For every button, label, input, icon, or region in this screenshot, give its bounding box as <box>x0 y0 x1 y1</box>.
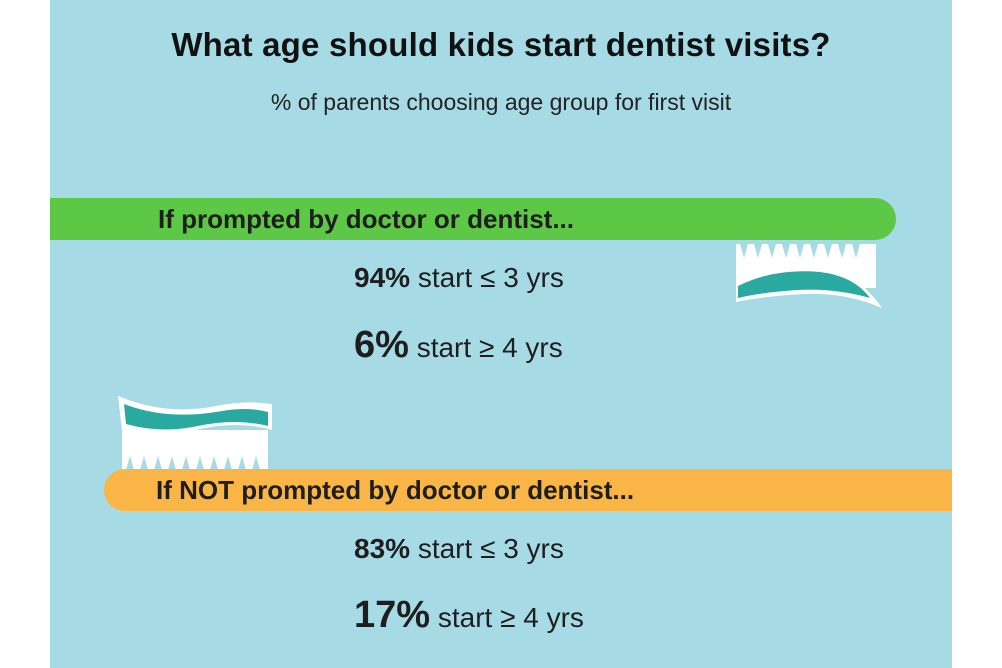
stat-row: 94% start ≤ 3 yrs <box>354 262 564 294</box>
stat-row: 17% start ≥ 4 yrs <box>354 594 584 637</box>
infographic-title: What age should kids start dentist visit… <box>171 26 831 63</box>
stat-percent: 94% <box>354 262 411 293</box>
stat-row: 83% start ≤ 3 yrs <box>354 533 564 565</box>
stat-text: start ≤ 3 yrs <box>417 533 564 564</box>
toothbrush-icon <box>736 244 882 308</box>
not-prompted-banner: If NOT prompted by doctor or dentist... <box>104 469 952 511</box>
not-prompted-banner-label: If NOT prompted by doctor or dentist... <box>156 475 635 505</box>
stat-percent: 6% <box>354 324 409 366</box>
stat-text: start ≥ 4 yrs <box>416 332 563 363</box>
infographic-subtitle: % of parents choosing age group for firs… <box>270 89 732 115</box>
prompted-banner: If prompted by doctor or dentist... <box>50 198 896 240</box>
stat-percent: 17% <box>354 594 431 636</box>
stat-text: start ≤ 3 yrs <box>417 262 564 293</box>
infographic-panel: What age should kids start dentist visit… <box>50 0 952 668</box>
stat-text: start ≥ 4 yrs <box>437 602 584 633</box>
stat-percent: 83% <box>354 533 411 564</box>
prompted-banner-label: If prompted by doctor or dentist... <box>158 204 574 234</box>
stat-row: 6% start ≥ 4 yrs <box>354 324 563 367</box>
toothbrush-icon <box>118 396 272 470</box>
